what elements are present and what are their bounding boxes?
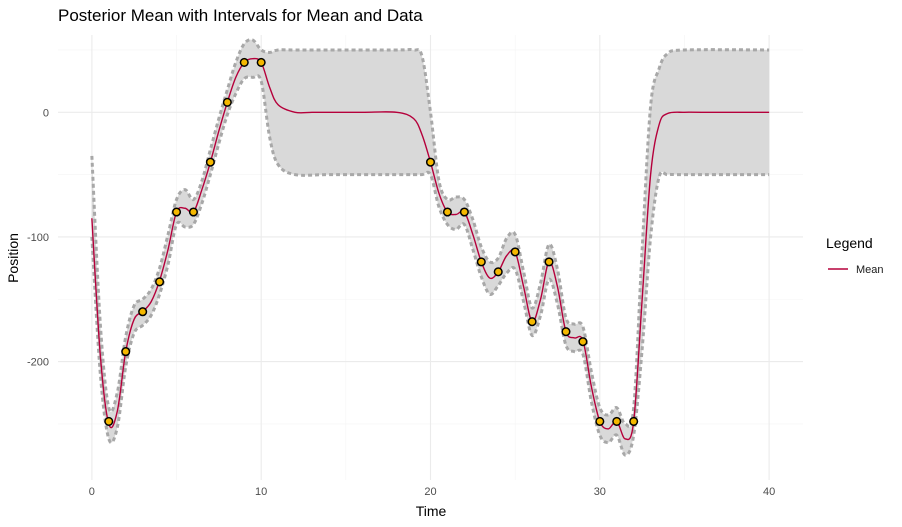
data-point	[138, 307, 148, 317]
data-point	[544, 257, 554, 267]
data-point	[188, 207, 199, 217]
legend-title: Legend	[826, 235, 873, 251]
legend-label-mean: Mean	[856, 264, 884, 276]
x-tick-label: 40	[763, 486, 775, 498]
chart-title: Posterior Mean with Intervals for Mean a…	[58, 6, 423, 25]
data-point	[578, 337, 588, 347]
data-point	[155, 277, 165, 287]
data-points	[104, 57, 639, 426]
data-point	[256, 57, 266, 67]
x-tick-label: 0	[89, 486, 95, 498]
x-tick-label: 10	[255, 486, 267, 498]
x-tick-label: 20	[424, 486, 436, 498]
y-axis-title: Position	[5, 233, 21, 283]
data-point	[425, 157, 436, 167]
legend: Legend Mean	[826, 235, 884, 276]
data-point	[595, 416, 605, 426]
y-tick-label: -200	[27, 357, 49, 369]
y-tick-label: -100	[27, 232, 49, 244]
data-point	[442, 207, 452, 217]
data-point	[527, 317, 537, 327]
data-point	[476, 257, 486, 267]
data-point	[205, 157, 215, 167]
x-tick-label: 30	[594, 486, 606, 498]
interval-band	[90, 38, 770, 457]
y-tick-label: 0	[43, 107, 49, 119]
data-point	[510, 247, 520, 257]
axes: 0 10 20 30 40 0 -100 -200	[27, 107, 775, 498]
data-point	[239, 57, 249, 67]
data-point	[612, 416, 622, 426]
data-point	[629, 416, 639, 426]
data-point	[222, 97, 232, 107]
data-point	[459, 207, 469, 217]
data-point	[493, 267, 503, 277]
data-point	[171, 207, 182, 217]
interval-upper-bound	[90, 38, 770, 429]
x-axis-title: Time	[416, 503, 447, 519]
data-point	[121, 347, 131, 357]
interval-lower-bound	[90, 74, 770, 457]
data-point	[561, 327, 571, 337]
data-point	[104, 416, 114, 426]
